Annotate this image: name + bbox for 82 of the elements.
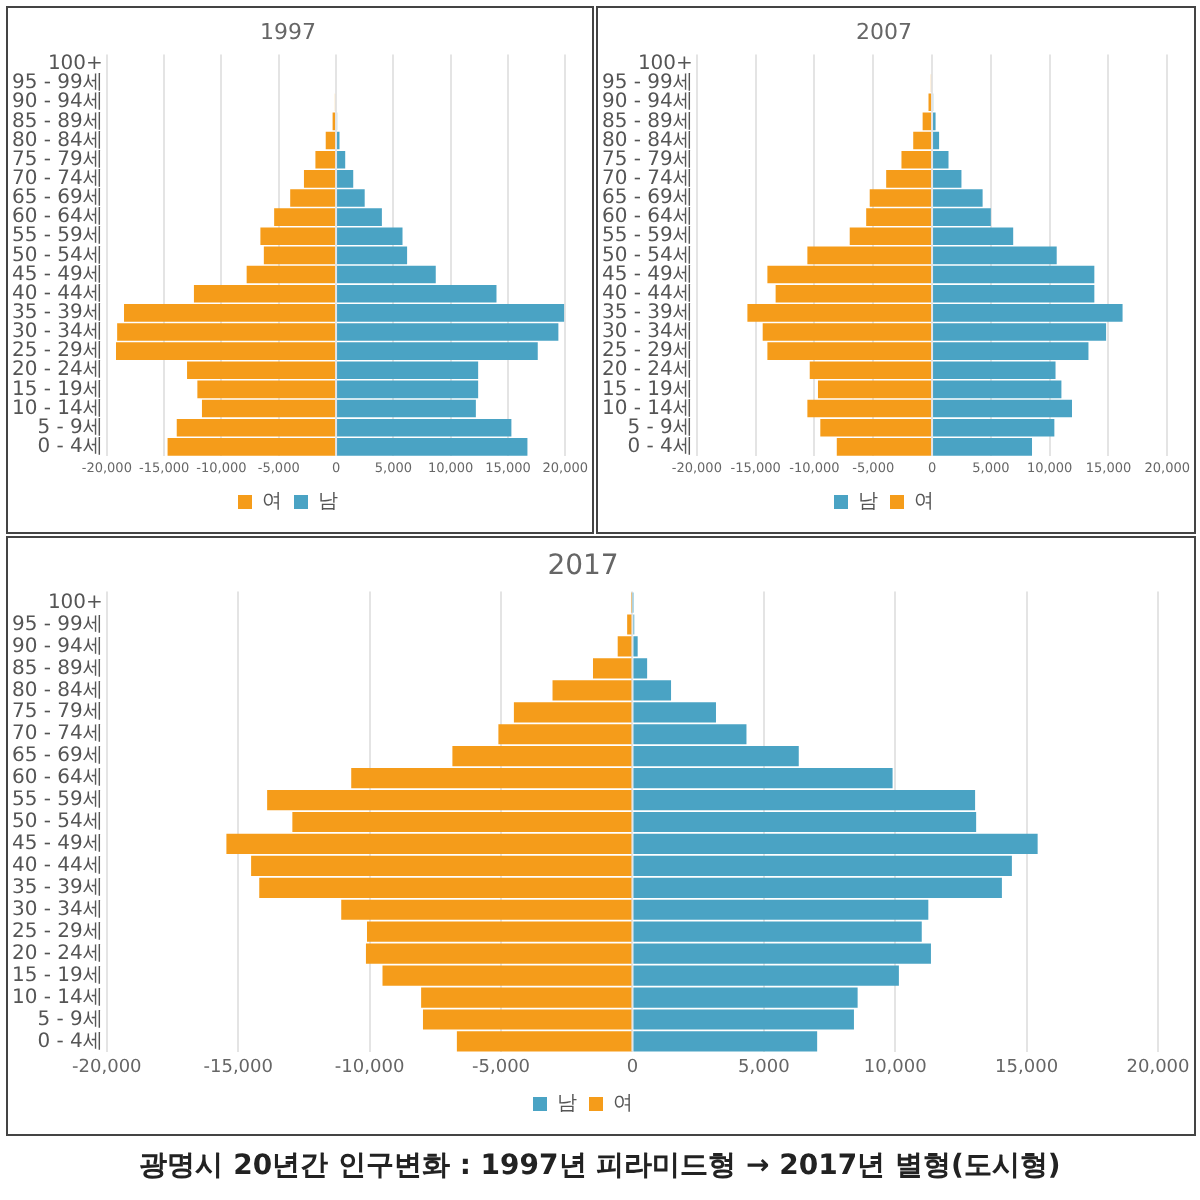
y-tick-label: 60 - 64세 <box>601 206 693 229</box>
y-tick-label: 100+ <box>47 53 103 76</box>
y-tick-label: 55 - 59세 <box>601 225 693 248</box>
x-tick-label: 5,000 <box>738 1057 791 1078</box>
y-tick-label: 35 - 39세 <box>11 877 103 900</box>
y-tick-label: 30 - 34세 <box>11 321 103 344</box>
legend-label: 여 <box>613 1093 633 1116</box>
y-tick-label: 100+ <box>47 591 103 614</box>
y-tick-label: 70 - 74세 <box>11 723 103 746</box>
y-tick-label: 15 - 19세 <box>11 378 103 401</box>
y-tick-label: 25 - 29세 <box>601 340 693 363</box>
y-tick-label: 5 - 9세 <box>37 1008 103 1031</box>
y-tick-label: 55 - 59세 <box>11 225 103 248</box>
y-tick-label: 0 - 4세 <box>37 1030 103 1053</box>
chart-title: 2007 <box>856 18 912 45</box>
y-tick-label: 50 - 54세 <box>11 811 103 834</box>
y-tick-label: 60 - 64세 <box>11 206 103 229</box>
y-tick-label: 70 - 74세 <box>601 168 693 191</box>
y-tick-label: 65 - 69세 <box>11 745 103 768</box>
y-tick-label: 95 - 99세 <box>11 72 103 95</box>
y-tick-label: 20 - 24세 <box>11 359 103 382</box>
legend-label: 여 <box>914 491 934 514</box>
y-tick-label: 80 - 84세 <box>11 129 103 152</box>
y-tick-label: 50 - 54세 <box>601 244 693 267</box>
y-tick-label: 60 - 64세 <box>11 767 103 790</box>
chart-title: 2017 <box>547 550 619 583</box>
x-tick-label: 0 <box>626 1057 639 1078</box>
y-tick-label: 30 - 34세 <box>11 898 103 921</box>
y-tick-label: 90 - 94세 <box>11 91 103 114</box>
y-tick-label: 20 - 24세 <box>601 359 693 382</box>
y-tick-label: 80 - 84세 <box>601 129 693 152</box>
x-tick-label: 10,000 <box>863 1057 928 1078</box>
y-tick-label: 65 - 69세 <box>11 187 103 210</box>
y-tick-label: 40 - 44세 <box>601 282 693 305</box>
y-tick-label: 15 - 19세 <box>601 378 693 401</box>
x-tick-label: 15,000 <box>995 1057 1059 1078</box>
y-tick-label: 95 - 99세 <box>601 72 693 95</box>
y-tick-label: 0 - 4세 <box>627 436 693 459</box>
y-tick-label: 75 - 79세 <box>11 701 103 724</box>
y-tick-label: 90 - 94세 <box>11 635 103 658</box>
y-tick-label: 45 - 49세 <box>601 263 693 286</box>
x-tick-label: -20,000 <box>72 1057 143 1078</box>
y-tick-label: 25 - 29세 <box>11 340 103 363</box>
text: 광명시 20년간 인구변화 : 1997년 피라미드형 → 2017년 별형(도시형) <box>137 1148 1063 1184</box>
y-tick-label: 30 - 34세 <box>601 321 693 344</box>
y-tick-label: 10 - 14세 <box>601 397 693 420</box>
y-tick-label: 85 - 89세 <box>11 657 103 680</box>
y-tick-label: 90 - 94세 <box>601 91 693 114</box>
y-tick-label: 35 - 39세 <box>11 302 103 325</box>
legend-label: 남 <box>858 491 878 514</box>
y-tick-label: 95 - 99세 <box>11 613 103 636</box>
y-tick-label: 75 - 79세 <box>601 148 693 171</box>
legend-label: 남 <box>318 491 338 514</box>
y-tick-label: 15 - 19세 <box>11 964 103 987</box>
y-tick-label: 70 - 74세 <box>11 168 103 191</box>
legend-label: 남 <box>557 1093 577 1116</box>
y-tick-label: 85 - 89세 <box>11 110 103 133</box>
x-tick-label: -15,000 <box>203 1057 274 1078</box>
legend-label: 여 <box>262 491 282 514</box>
y-tick-label: 10 - 14세 <box>11 397 103 420</box>
y-tick-label: 10 - 14세 <box>11 986 103 1009</box>
y-tick-label: 45 - 49세 <box>11 833 103 856</box>
y-tick-label: 45 - 49세 <box>11 263 103 286</box>
y-tick-label: 35 - 39세 <box>601 302 693 325</box>
x-tick-label: 20,000 <box>1126 1057 1191 1078</box>
x-tick-label: -5,000 <box>472 1057 531 1078</box>
y-tick-label: 75 - 79세 <box>11 148 103 171</box>
chart-title: 1997 <box>260 18 316 45</box>
x-tick-label: -10,000 <box>334 1057 405 1078</box>
y-tick-label: 40 - 44세 <box>11 282 103 305</box>
y-tick-label: 50 - 54세 <box>11 244 103 267</box>
y-tick-label: 20 - 24세 <box>11 942 103 965</box>
y-tick-label: 25 - 29세 <box>11 920 103 943</box>
y-tick-label: 5 - 9세 <box>627 416 693 439</box>
y-tick-label: 80 - 84세 <box>11 679 103 702</box>
y-tick-label: 5 - 9세 <box>37 416 103 439</box>
y-tick-label: 40 - 44세 <box>11 855 103 878</box>
y-tick-label: 0 - 4세 <box>37 436 103 459</box>
y-tick-label: 100+ <box>637 53 693 76</box>
y-tick-label: 65 - 69세 <box>601 187 693 210</box>
y-tick-label: 85 - 89세 <box>601 110 693 133</box>
y-tick-label: 55 - 59세 <box>11 789 103 812</box>
